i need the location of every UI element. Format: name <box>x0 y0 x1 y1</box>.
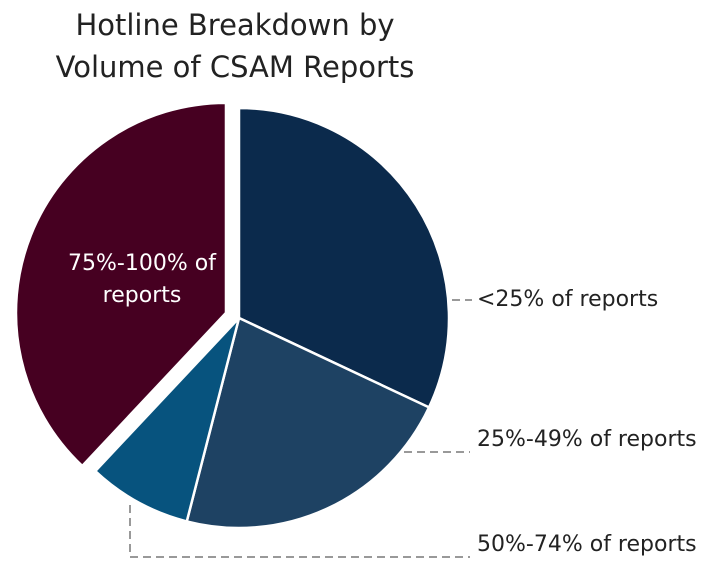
slice-label: 75%-100% of reports <box>68 251 216 308</box>
pie-slice <box>93 317 241 523</box>
pie-slice <box>185 316 431 530</box>
slice-label: <25% of reports <box>477 287 658 312</box>
slice-label: 50%-74% of reports <box>477 532 697 557</box>
pie-slice <box>14 101 228 468</box>
pie-slice <box>237 106 451 410</box>
leader-line <box>129 505 470 558</box>
chart-title: Hotline Breakdown by Volume of CSAM Repo… <box>55 8 415 84</box>
slice-label: 25%-49% of reports <box>477 427 697 452</box>
